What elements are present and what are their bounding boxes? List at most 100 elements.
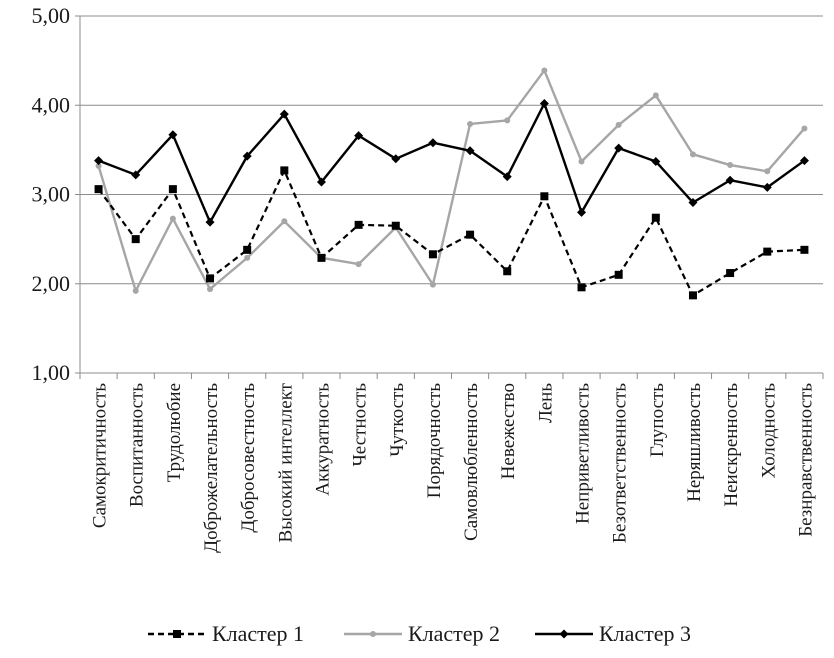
data-point [429, 281, 436, 288]
x-tick-label: Неряшливость [684, 383, 705, 502]
x-tick-label: Честность [350, 383, 371, 467]
data-point [800, 245, 809, 254]
axes [75, 15, 824, 379]
y-tick-label: 3,00 [32, 182, 71, 207]
data-point [652, 92, 659, 99]
data-point [651, 213, 660, 222]
x-tick-label: Глупость [647, 383, 668, 457]
x-tick-label: Самовлюбленность [461, 383, 482, 541]
data-point [206, 274, 215, 283]
data-point [651, 156, 661, 166]
data-point [354, 220, 363, 229]
x-tick-label: Высокий интеллект [275, 382, 296, 542]
data-point [354, 131, 364, 141]
x-tick-label: Доброжелательность [201, 383, 222, 553]
data-point [207, 286, 214, 293]
legend-marker [559, 629, 569, 639]
data-point [614, 143, 624, 153]
data-point [614, 270, 623, 279]
x-tick-labels: Самокритичность Воспитанность Трудолюбие До… [90, 382, 817, 552]
data-point [355, 261, 362, 268]
data-point [539, 98, 549, 108]
data-point [428, 138, 438, 148]
data-point [540, 192, 549, 201]
data-point [799, 156, 809, 166]
data-point [94, 185, 103, 194]
data-point [317, 253, 326, 262]
data-point [502, 172, 512, 182]
x-tick-label: Воспитанность [127, 383, 148, 507]
data-point [131, 235, 140, 244]
legend-item: Кластер 1 [148, 621, 304, 646]
data-point [169, 215, 176, 222]
data-point [504, 117, 511, 124]
data-point [541, 67, 548, 74]
data-point [279, 109, 289, 119]
data-point [688, 198, 698, 208]
x-tick-label: Чуткость [387, 383, 408, 457]
data-point [428, 250, 437, 259]
legend-label: Кластер 3 [599, 621, 691, 646]
series-group [94, 166, 809, 300]
data-point [577, 207, 587, 217]
data-point [168, 185, 177, 194]
series-line [97, 169, 805, 297]
data-point [801, 125, 808, 132]
legend-item: Кластер 2 [344, 621, 500, 646]
x-tick-label: Безответственность [610, 383, 631, 543]
data-point [132, 287, 139, 294]
data-point [466, 230, 475, 239]
legend: Кластер 1 Кластер 2 Кластер 3 [148, 621, 691, 646]
x-tick-label: Аккуратность [312, 383, 333, 496]
legend-marker [370, 631, 376, 637]
data-point [205, 217, 215, 227]
data-point [467, 120, 474, 127]
data-point [168, 130, 178, 140]
data-point [577, 283, 586, 292]
data-point [316, 177, 326, 187]
y-tick-label: 1,00 [32, 360, 71, 385]
data-point [727, 162, 734, 169]
series-group [94, 98, 809, 227]
data-point [281, 218, 288, 225]
x-tick-label: Неприветливость [573, 383, 594, 524]
data-point [280, 166, 289, 175]
legend-label: Кластер 2 [408, 621, 500, 646]
data-point [243, 245, 252, 254]
y-tick-labels: 1,00 2,00 3,00 4,00 5,00 [32, 3, 71, 385]
y-tick-label: 4,00 [32, 92, 71, 117]
series-line [98, 102, 806, 224]
data-point [764, 168, 771, 175]
data-point [688, 291, 697, 300]
data-point [391, 221, 400, 230]
legend-label: Кластер 1 [212, 621, 304, 646]
data-point [244, 254, 251, 261]
data-point [503, 267, 512, 276]
data-point [689, 151, 696, 158]
data-point [578, 158, 585, 165]
x-tick-label: Самокритичность [90, 383, 111, 528]
data-point [726, 269, 735, 278]
data-point [725, 175, 735, 185]
data-point [615, 121, 622, 128]
x-tick-label: Трудолюбие [164, 383, 185, 482]
legend-item: Кластер 3 [535, 621, 691, 646]
legend-marker [173, 630, 181, 638]
data-point [242, 151, 252, 161]
gridlines [80, 15, 823, 285]
x-tick-label: Холодность [758, 383, 779, 479]
series-lines [94, 67, 809, 300]
x-tick-label: Безнравственность [795, 383, 816, 537]
x-tick-label: Неискренность [721, 383, 742, 507]
data-point [391, 154, 401, 164]
data-point [762, 182, 772, 192]
x-tick-label: Порядочность [424, 383, 445, 499]
series-line [97, 69, 806, 293]
x-tick-label: Невежество [498, 383, 519, 479]
y-tick-label: 2,00 [32, 271, 71, 296]
x-tick-label: Лень [535, 383, 556, 423]
data-point [131, 170, 141, 180]
y-tick-label: 5,00 [32, 3, 71, 28]
